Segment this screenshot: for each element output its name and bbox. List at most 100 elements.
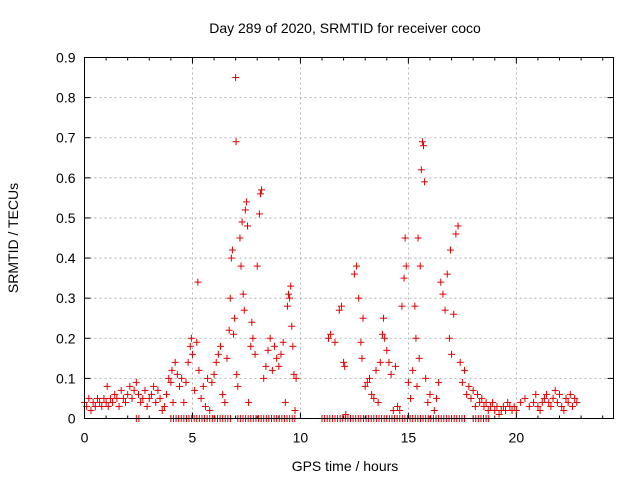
data-point (538, 398, 546, 406)
data-point (152, 398, 160, 406)
data-point (412, 334, 420, 342)
data-point (287, 282, 295, 290)
data-point (165, 374, 173, 382)
data-point (463, 390, 471, 398)
data-point (517, 398, 525, 406)
y-axis-label: SRMTID / TECUs (5, 183, 21, 293)
data-point (194, 278, 202, 286)
data-point (482, 398, 490, 406)
data-point (560, 406, 568, 414)
data-point (87, 406, 95, 414)
data-point (239, 290, 247, 298)
data-point (418, 138, 426, 146)
data-point (134, 390, 142, 398)
data-point (156, 394, 164, 402)
data-point (571, 394, 579, 402)
data-point (187, 334, 195, 342)
data-point (279, 338, 287, 346)
data-point (126, 382, 134, 390)
data-point (387, 370, 395, 378)
data-point (180, 398, 188, 406)
data-point (435, 378, 443, 386)
data-point (145, 394, 153, 402)
data-point (353, 262, 361, 270)
data-point (469, 386, 477, 394)
data-point (227, 254, 235, 262)
data-point (358, 354, 366, 362)
data-point (290, 370, 298, 378)
data-point (484, 406, 492, 414)
data-point (456, 358, 464, 366)
data-point (244, 222, 252, 230)
data-point (208, 378, 216, 386)
data-point (236, 234, 244, 242)
data-point (256, 190, 264, 198)
data-point (245, 398, 253, 406)
data-point (441, 306, 449, 314)
data-point (167, 378, 175, 386)
data-point (416, 262, 424, 270)
x-axis-label: GPS time / hours (292, 458, 399, 474)
data-point (96, 398, 104, 406)
data-point (150, 382, 158, 390)
data-point (226, 294, 234, 302)
y-tick-label: 0.7 (56, 130, 76, 146)
data-point (132, 378, 140, 386)
data-point (191, 386, 199, 394)
data-point (266, 334, 274, 342)
data-point (283, 302, 291, 310)
data-point (212, 358, 220, 366)
data-point (232, 138, 240, 146)
data-point (119, 394, 127, 402)
data-point (495, 410, 503, 418)
data-point (91, 402, 99, 410)
data-point (122, 398, 130, 406)
data-point (117, 386, 125, 394)
data-point (391, 362, 399, 370)
data-point (491, 406, 499, 414)
data-point (147, 390, 155, 398)
data-point (229, 330, 237, 338)
data-point (445, 334, 453, 342)
data-point (370, 394, 378, 402)
data-point (562, 394, 570, 402)
data-point (324, 334, 332, 342)
tick-layer: 0 0.1 0.2 0.3 0.4 0.5 0.6 0.7 0.8 0.9 0 5 10 15 20 (56, 50, 614, 446)
y-tick-label: 0.5 (56, 210, 76, 226)
data-point (357, 338, 365, 346)
data-point (158, 406, 166, 414)
plot-frame (84, 57, 614, 419)
data-point (389, 406, 397, 414)
y-tick-label: 0.4 (56, 250, 76, 266)
data-point (350, 270, 358, 278)
data-point (188, 350, 196, 358)
data-point (251, 350, 259, 358)
data-point (471, 402, 479, 410)
x-tick-label: 5 (189, 430, 197, 446)
data-point (169, 398, 177, 406)
data-point (115, 402, 123, 410)
y-tick-label: 0.2 (56, 330, 76, 346)
data-point (564, 398, 572, 406)
x-tick-label: 20 (509, 430, 525, 446)
data-point (171, 358, 179, 366)
data-point (281, 398, 289, 406)
data-point (178, 374, 186, 382)
data-point (195, 366, 203, 374)
data-point (289, 342, 297, 350)
data-point (437, 278, 445, 286)
data-point (340, 358, 348, 366)
data-point (219, 390, 227, 398)
data-point (85, 394, 93, 402)
data-point (413, 382, 421, 390)
data-point (556, 390, 564, 398)
data-point (461, 366, 469, 374)
data-point (102, 398, 110, 406)
data-point (465, 382, 473, 390)
data-point (258, 186, 266, 194)
data-point (383, 346, 391, 354)
data-point (137, 398, 145, 406)
data-point (341, 362, 349, 370)
data-point (193, 338, 201, 346)
data-point (228, 246, 236, 254)
